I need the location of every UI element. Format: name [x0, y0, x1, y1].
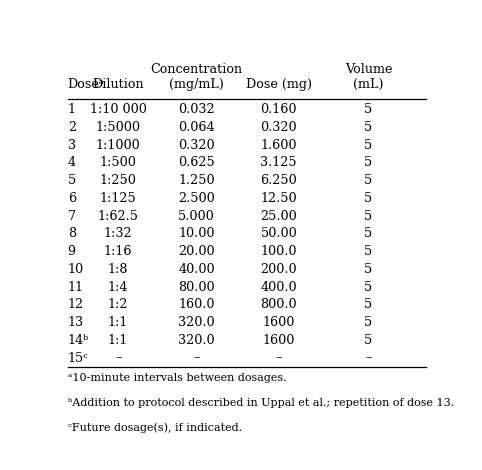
Text: –: – [365, 352, 372, 365]
Text: 800.0: 800.0 [260, 298, 297, 311]
Text: 1:1000: 1:1000 [96, 139, 141, 152]
Text: 3: 3 [67, 139, 76, 152]
Text: 1:1: 1:1 [108, 316, 128, 329]
Text: 5: 5 [364, 245, 373, 258]
Text: 5: 5 [364, 121, 373, 134]
Text: 1:4: 1:4 [108, 281, 128, 294]
Text: 1.600: 1.600 [261, 139, 297, 152]
Text: 13: 13 [67, 316, 84, 329]
Text: 1:32: 1:32 [104, 227, 133, 240]
Text: (mL): (mL) [353, 78, 384, 91]
Text: 1.250: 1.250 [178, 174, 215, 187]
Text: 15ᶜ: 15ᶜ [67, 352, 88, 365]
Text: 5: 5 [67, 174, 76, 187]
Text: 50.00: 50.00 [260, 227, 297, 240]
Text: 4: 4 [67, 157, 76, 170]
Text: 1: 1 [67, 103, 76, 116]
Text: Doseᵃ: Doseᵃ [67, 78, 105, 91]
Text: 12: 12 [67, 298, 84, 311]
Text: 40.00: 40.00 [178, 263, 215, 276]
Text: 1:10 000: 1:10 000 [90, 103, 147, 116]
Text: 7: 7 [67, 210, 76, 223]
Text: –: – [115, 352, 121, 365]
Text: 6: 6 [67, 192, 76, 205]
Text: 2: 2 [67, 121, 76, 134]
Text: 0.320: 0.320 [260, 121, 297, 134]
Text: Concentration: Concentration [150, 63, 242, 76]
Text: 0.064: 0.064 [178, 121, 215, 134]
Text: 9: 9 [67, 245, 76, 258]
Text: Dilution: Dilution [93, 78, 144, 91]
Text: –: – [193, 352, 200, 365]
Text: 5: 5 [364, 103, 373, 116]
Text: 5: 5 [364, 298, 373, 311]
Text: 12.50: 12.50 [260, 192, 297, 205]
Text: 5.000: 5.000 [178, 210, 215, 223]
Text: 11: 11 [67, 281, 84, 294]
Text: 5: 5 [364, 281, 373, 294]
Text: ᵃ10-minute intervals between dosages.: ᵃ10-minute intervals between dosages. [67, 374, 286, 384]
Text: 1600: 1600 [263, 316, 295, 329]
Text: 25.00: 25.00 [260, 210, 297, 223]
Text: 6.250: 6.250 [260, 174, 297, 187]
Text: 1:500: 1:500 [100, 157, 136, 170]
Text: 5: 5 [364, 192, 373, 205]
Text: 1:1: 1:1 [108, 334, 128, 347]
Text: 1:16: 1:16 [104, 245, 133, 258]
Text: 160.0: 160.0 [178, 298, 215, 311]
Text: 1:5000: 1:5000 [95, 121, 141, 134]
Text: 100.0: 100.0 [261, 245, 297, 258]
Text: 1:250: 1:250 [100, 174, 136, 187]
Text: 80.00: 80.00 [178, 281, 215, 294]
Text: 320.0: 320.0 [178, 316, 215, 329]
Text: 200.0: 200.0 [260, 263, 297, 276]
Text: 5: 5 [364, 174, 373, 187]
Text: 10: 10 [67, 263, 84, 276]
Text: 5: 5 [364, 334, 373, 347]
Text: (mg/mL): (mg/mL) [169, 78, 224, 91]
Text: 2.500: 2.500 [178, 192, 215, 205]
Text: 10.00: 10.00 [178, 227, 215, 240]
Text: 1:125: 1:125 [100, 192, 136, 205]
Text: ᵇAddition to protocol described in Uppal et al.; repetition of dose 13.: ᵇAddition to protocol described in Uppal… [67, 398, 454, 408]
Text: 8: 8 [67, 227, 76, 240]
Text: Volume: Volume [345, 63, 392, 76]
Text: 3.125: 3.125 [260, 157, 297, 170]
Text: 320.0: 320.0 [178, 334, 215, 347]
Text: 0.160: 0.160 [261, 103, 297, 116]
Text: 20.00: 20.00 [178, 245, 215, 258]
Text: 5: 5 [364, 316, 373, 329]
Text: –: – [276, 352, 282, 365]
Text: 5: 5 [364, 227, 373, 240]
Text: 1:62.5: 1:62.5 [98, 210, 139, 223]
Text: ᶜFuture dosage(s), if indicated.: ᶜFuture dosage(s), if indicated. [67, 423, 242, 433]
Text: 400.0: 400.0 [260, 281, 297, 294]
Text: 1:8: 1:8 [108, 263, 128, 276]
Text: 5: 5 [364, 210, 373, 223]
Text: 0.320: 0.320 [178, 139, 215, 152]
Text: 1600: 1600 [263, 334, 295, 347]
Text: 14ᵇ: 14ᵇ [67, 334, 89, 347]
Text: Dose (mg): Dose (mg) [246, 78, 312, 91]
Text: 0.032: 0.032 [178, 103, 215, 116]
Text: 5: 5 [364, 263, 373, 276]
Text: 0.625: 0.625 [178, 157, 215, 170]
Text: 1:2: 1:2 [108, 298, 128, 311]
Text: 5: 5 [364, 139, 373, 152]
Text: 5: 5 [364, 157, 373, 170]
